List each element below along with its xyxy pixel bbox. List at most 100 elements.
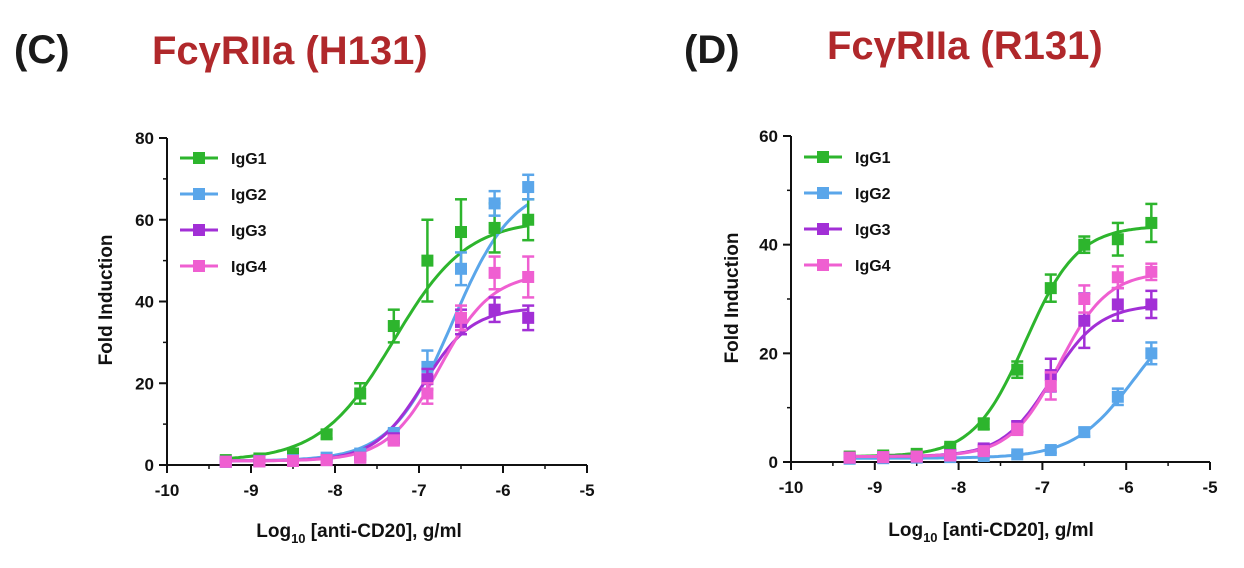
series-igg4 (219, 255, 535, 468)
data-point (1111, 390, 1124, 403)
data-point (488, 303, 501, 316)
data-point (1011, 448, 1024, 461)
legend-label: IgG4 (231, 259, 267, 276)
series-igg2 (843, 341, 1158, 465)
x-axis-title-main: Log (888, 520, 923, 541)
x-axis-title: Log10 [anti-CD20], g/ml (256, 521, 462, 546)
y-tick-label: 20 (759, 344, 778, 363)
legend-item-igg3: IgG3 (804, 222, 891, 239)
legend-item-igg3: IgG3 (180, 223, 267, 240)
x-tick-label: -7 (411, 481, 426, 500)
legend-marker (817, 187, 829, 199)
legend-label: IgG4 (855, 258, 891, 275)
axes: -10 -9 -8 -7 -6 -5 0 20 40 60 (759, 127, 1217, 497)
series-igg3 (843, 286, 1158, 464)
curve-igg2 (849, 356, 1153, 460)
chart-panel-c: (C) FcγRIIa (H131) -10 -9 -8 -7 -6 -5 0 20 40 60 8… (14, 28, 595, 546)
data-point (488, 221, 501, 234)
chart-title: FcγRIIa (R131) (827, 24, 1103, 68)
data-point (522, 213, 535, 226)
y-tick-label: 0 (145, 456, 154, 475)
legend-item-igg1: IgG1 (180, 151, 267, 168)
y-tick-label: 20 (135, 374, 154, 393)
data-point (387, 320, 400, 333)
legend-item-igg4: IgG4 (804, 258, 891, 275)
data-point (320, 428, 333, 441)
legend-label: IgG2 (855, 186, 891, 203)
x-tick-label: -9 (243, 481, 258, 500)
data-point (1044, 444, 1057, 457)
data-point (488, 197, 501, 210)
chart-panel-d: (D) FcγRIIa (R131) -10 -9 -8 -7 -6 -50204060 … (684, 24, 1218, 545)
legend-marker (193, 224, 205, 236)
legend-item-igg2: IgG2 (804, 186, 891, 203)
data-point (387, 434, 400, 447)
data-points (843, 202, 1158, 465)
legend-item-igg4: IgG4 (180, 259, 267, 276)
fit-curves (849, 226, 1153, 460)
data-point (1145, 216, 1158, 229)
legend-marker (817, 223, 829, 235)
y-axis-title: Fold Induction (96, 235, 117, 366)
panel-letter: (C) (14, 28, 70, 72)
curve-igg1 (849, 226, 1152, 458)
data-points (219, 173, 535, 468)
data-point (287, 454, 299, 467)
data-point (1111, 233, 1124, 246)
data-point (219, 455, 232, 468)
legend-item-igg1: IgG1 (804, 150, 891, 167)
legend-marker (817, 151, 829, 163)
data-point (1145, 347, 1158, 360)
data-point (455, 311, 467, 324)
data-point (1011, 363, 1024, 376)
y-tick-label: 80 (135, 129, 154, 148)
x-tick-label: -9 (867, 478, 882, 497)
axes: -10 -9 -8 -7 -6 -5 0 20 40 60 80 (135, 129, 594, 500)
data-point (977, 417, 990, 430)
x-axis-title-rest: [anti-CD20], g/ml (938, 520, 1094, 541)
data-point (1011, 423, 1024, 436)
legend-label: IgG1 (855, 150, 891, 167)
data-point (877, 451, 890, 464)
data-point (522, 181, 535, 194)
x-tick-label: -5 (579, 481, 594, 500)
data-point (354, 387, 367, 400)
x-tick-label: -6 (495, 481, 510, 500)
x-tick-label: -10 (155, 481, 180, 500)
curve-igg1 (225, 224, 529, 460)
data-point (320, 454, 333, 467)
legend-marker (193, 260, 205, 272)
data-point (253, 455, 266, 468)
x-axis-title-rest: [anti-CD20], g/ml (306, 521, 462, 542)
x-axis-title: Log10 [anti-CD20], g/ml (888, 520, 1094, 545)
data-point (843, 451, 856, 464)
legend-marker (193, 152, 205, 164)
data-point (1111, 298, 1124, 311)
series-igg1 (219, 198, 535, 467)
legend-item-igg2: IgG2 (180, 187, 267, 204)
data-point (421, 254, 434, 267)
series-igg4 (843, 262, 1158, 464)
curve-igg4 (849, 274, 1152, 458)
legend: IgG1 IgG2 IgG3 IgG4 (804, 150, 891, 275)
legend-label: IgG3 (231, 223, 267, 240)
panel-letter: (D) (684, 28, 740, 72)
series-igg2 (219, 173, 535, 468)
x-tick-label: -5 (1202, 478, 1217, 497)
x-axis-title-subscript: 10 (923, 530, 937, 545)
legend-label: IgG3 (855, 222, 891, 239)
x-axis-title-main: Log (256, 521, 291, 542)
legend-marker (193, 188, 205, 200)
curve-igg2 (225, 203, 530, 463)
x-tick-label: -7 (1035, 478, 1050, 497)
data-point (1078, 238, 1091, 251)
y-tick-label: 60 (759, 127, 778, 146)
series-igg1 (843, 202, 1158, 463)
y-tick-label: 60 (135, 211, 154, 230)
x-tick-label: -10 (779, 478, 804, 497)
y-tick-label: 40 (759, 236, 778, 255)
data-point (488, 266, 501, 279)
data-point (977, 445, 990, 458)
y-axis-title: Fold Induction (722, 233, 743, 364)
